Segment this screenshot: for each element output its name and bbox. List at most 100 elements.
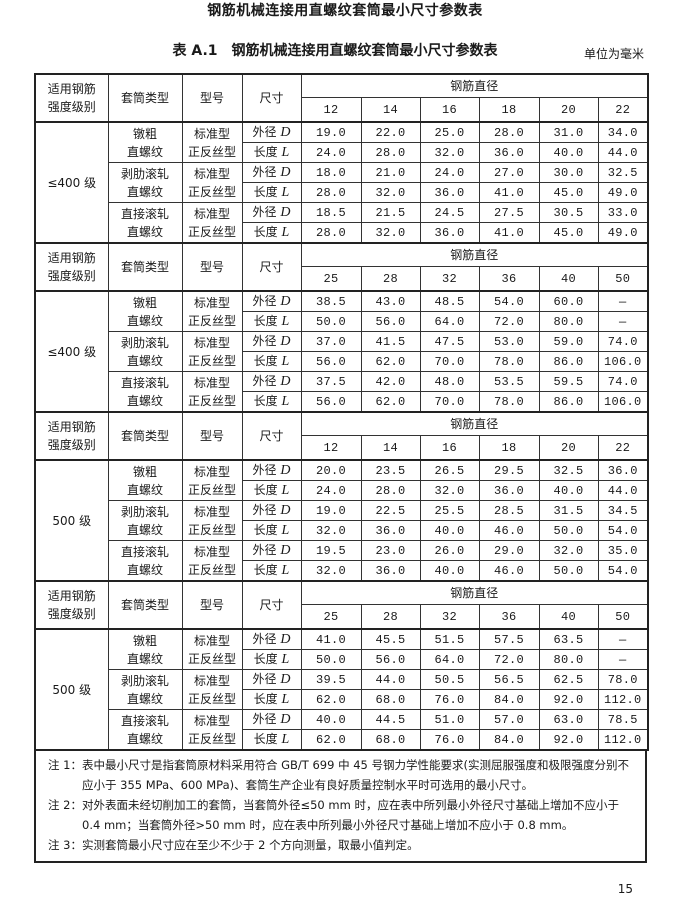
diameter-value: 16 xyxy=(419,97,480,123)
value-cell: 57.5 xyxy=(478,628,540,650)
diameter-header: 钢筋直径 xyxy=(300,411,649,436)
table-row: 剥肋滚轧 直螺纹 标准型 正反丝型 外径 D 37.0 41.5 47.5 53.0 59.0 74… xyxy=(35,331,649,372)
sleeve-type-line: 镦粗 xyxy=(132,126,157,141)
sleeve-type-header: 套筒类型 xyxy=(107,580,183,630)
dimension-label: 外径 D xyxy=(241,709,302,730)
value-cell: 62.5 xyxy=(538,669,599,690)
value-cell: 32.0 xyxy=(538,540,599,561)
sleeve-type-line: 直接滚轧 xyxy=(120,206,169,221)
dimension-symbol: L xyxy=(281,314,290,329)
value-cell: 106.0 xyxy=(597,391,649,413)
diameter-value: 22 xyxy=(597,435,649,461)
value-cell: 24.5 xyxy=(419,202,480,223)
model-line: 正反丝型 xyxy=(187,144,236,159)
diameter-value: 36 xyxy=(478,266,540,292)
diameter-header: 钢筋直径 xyxy=(300,580,649,605)
grade-header-line: 适用钢筋 xyxy=(47,420,96,434)
value-cell: 24.0 xyxy=(419,162,480,183)
value-cell: 59.5 xyxy=(538,371,599,392)
sleeve-type: 镦粗 直螺纹 xyxy=(107,459,183,501)
dimension-label: 长度 L xyxy=(241,729,302,751)
sleeve-type: 镦粗 直螺纹 xyxy=(107,121,183,163)
dimension-text: 长度 xyxy=(253,145,278,159)
sleeve-type-line: 直螺纹 xyxy=(126,353,163,368)
diameter-value: 12 xyxy=(300,97,362,123)
model: 标准型 正反丝型 xyxy=(181,628,243,670)
dimension-text: 外径 xyxy=(252,463,277,477)
value-cell: 23.5 xyxy=(360,459,421,481)
value-cell: 62.0 xyxy=(360,351,421,372)
value-cell: 26.0 xyxy=(419,540,480,561)
value-cell: 24.0 xyxy=(300,142,362,163)
sleeve-type: 镦粗 直螺纹 xyxy=(107,290,183,332)
model-line: 正反丝型 xyxy=(187,353,236,368)
model-line: 标准型 xyxy=(193,713,230,728)
model-line: 标准型 xyxy=(193,166,230,181)
page-number: 15 xyxy=(617,882,633,896)
sleeve-type-line: 直螺纹 xyxy=(126,562,163,577)
model-line: 正反丝型 xyxy=(187,482,236,497)
grade-header-line: 适用钢筋 xyxy=(47,82,96,96)
model-header: 型号 xyxy=(181,580,243,630)
sleeve-type-line: 直螺纹 xyxy=(126,184,163,199)
diameter-value: 14 xyxy=(360,97,421,123)
value-cell: 21.5 xyxy=(360,202,421,223)
sleeve-type-line: 直螺纹 xyxy=(126,651,163,666)
value-cell: 70.0 xyxy=(419,391,480,413)
grade-header-line: 强度级别 xyxy=(47,100,96,114)
dimension-symbol: L xyxy=(281,145,290,160)
value-cell: 19.0 xyxy=(300,121,362,143)
value-cell: 56.0 xyxy=(360,311,421,332)
table-row: 500 级镦粗 直螺纹 标准型 正反丝型 外径 D 41.0 45.5 51.5 57.5 63.… xyxy=(34,628,649,751)
dimension-label: 外径 D xyxy=(241,202,302,223)
unit-label: 单位为毫米 xyxy=(584,47,645,61)
table-row: 直接滚轧 直螺纹 标准型 正反丝型 外径 D 37.5 42.0 48.0 53.5 59.5 74… xyxy=(35,371,649,413)
model-line: 标准型 xyxy=(193,375,230,390)
value-cell: 44.0 xyxy=(597,142,649,163)
sleeve-type-line: 直接滚轧 xyxy=(120,713,169,728)
table-title: 钢筋机械连接用直螺纹套筒最小尺寸参数表 xyxy=(231,43,498,59)
diameter-header: 钢筋直径 xyxy=(300,242,649,267)
model-line: 正反丝型 xyxy=(187,184,236,199)
value-cell: 112.0 xyxy=(597,689,649,710)
table-caption: 表 A.1 钢筋机械连接用直螺纹套筒最小尺寸参数表 xyxy=(100,42,570,60)
grade-header-line: 适用钢筋 xyxy=(47,251,96,265)
value-cell: 30.5 xyxy=(538,202,599,223)
value-cell: 38.5 xyxy=(300,290,362,312)
dimension-label: 长度 L xyxy=(241,480,302,501)
sleeve-type-line: 直接滚轧 xyxy=(120,544,169,559)
dimension-label: 长度 L xyxy=(241,311,302,332)
diameter-value: 40 xyxy=(538,266,599,292)
dimension-label: 长度 L xyxy=(241,560,302,582)
table-row: 直接滚轧 直螺纹 标准型 正反丝型 外径 D 18.5 21.5 24.5 27.5 30.5 33… xyxy=(35,202,649,244)
diameter-value: 36 xyxy=(478,604,540,630)
value-cell: 53.0 xyxy=(478,331,540,352)
value-cell: 74.0 xyxy=(597,331,649,352)
value-cell: 54.0 xyxy=(597,520,649,541)
sleeve-type-line: 剥肋滚轧 xyxy=(120,166,169,181)
model-line: 标准型 xyxy=(193,504,230,519)
sleeve-type-line: 直螺纹 xyxy=(126,393,163,408)
sleeve-type-line: 直螺纹 xyxy=(126,144,163,159)
dimension-text: 外径 xyxy=(252,165,277,179)
dimension-label: 外径 D xyxy=(241,540,302,561)
value-cell: 28.5 xyxy=(478,500,540,521)
table-row: 剥肋滚轧 直螺纹 标准型 正反丝型 外径 D 39.5 44.0 50.5 56.5 62.5 78… xyxy=(35,669,649,710)
diameter-value: 32 xyxy=(419,266,480,292)
dimension-symbol: L xyxy=(281,732,290,747)
value-cell: — xyxy=(597,290,649,312)
model: 标准型 正反丝型 xyxy=(181,540,243,582)
dimension-text: 长度 xyxy=(253,354,278,368)
sleeve-type-header: 套筒类型 xyxy=(107,411,183,461)
dimension-text: 长度 xyxy=(253,652,278,666)
value-cell: 28.0 xyxy=(360,480,421,501)
dimension-header: 尺寸 xyxy=(241,411,302,461)
header-row: 适用钢筋 强度级别 套筒类型 型号 尺寸 钢筋直径 xyxy=(34,73,649,123)
dimension-header: 尺寸 xyxy=(241,242,302,292)
dimension-text: 长度 xyxy=(253,314,278,328)
value-cell: 80.0 xyxy=(538,311,599,332)
value-cell: 37.5 xyxy=(300,371,362,392)
value-cell: 62.0 xyxy=(360,391,421,413)
value-cell: 56.0 xyxy=(300,351,362,372)
value-cell: 60.0 xyxy=(538,290,599,312)
